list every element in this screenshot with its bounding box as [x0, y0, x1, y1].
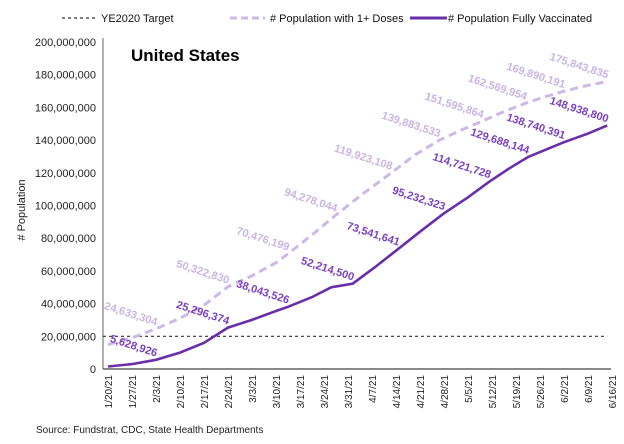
- chart-title: United States: [131, 46, 240, 65]
- y-tick-label: 120,000,000: [35, 168, 96, 180]
- series-doses-line: [107, 80, 608, 346]
- doses-data-label: 162,569,954: [466, 73, 529, 104]
- y-tick-label: 80,000,000: [41, 233, 96, 245]
- fully-data-label: 95,232,323: [391, 185, 447, 213]
- x-tick-label: 4/28/21: [440, 375, 451, 409]
- x-tick-label: 3/17/21: [296, 375, 307, 409]
- doses-data-label: 139,883,533: [380, 110, 442, 140]
- x-tick-label: 5/26/21: [536, 375, 547, 409]
- y-axis-ticks: 0 20,000,000 40,000,000 60,000,000 80,000,00…: [35, 37, 96, 376]
- y-tick-label: 180,000,000: [35, 70, 96, 82]
- x-tick-label: 5/19/21: [512, 375, 523, 409]
- x-tick-label: 3/3/21: [248, 375, 259, 403]
- series-fully-line: [107, 124, 608, 368]
- doses-data-label: 94,278,044: [283, 186, 340, 215]
- y-tick-label: 100,000,000: [35, 201, 96, 213]
- x-tick-label: 4/14/21: [392, 375, 403, 409]
- x-tick-label: 1/20/21: [104, 375, 115, 409]
- x-tick-label: 2/3/21: [152, 375, 163, 403]
- fully-data-label: 52,214,500: [300, 255, 356, 283]
- legend-fully-label: # Population Fully Vaccinated: [448, 13, 592, 25]
- x-tick-label: 6/9/21: [584, 375, 595, 403]
- x-tick-label: 5/12/21: [488, 375, 499, 409]
- y-axis-label: # Population: [16, 179, 28, 240]
- x-tick-label: 6/16/21: [608, 375, 619, 409]
- x-tick-label: 1/27/21: [128, 375, 139, 409]
- y-tick-label: 160,000,000: [35, 102, 96, 114]
- fully-data-label: 73,541,641: [345, 220, 401, 248]
- doses-data-label: 50,322,830: [175, 258, 231, 286]
- x-tick-label: 4/7/21: [368, 375, 379, 403]
- fully-data-label: 114,721,728: [431, 151, 492, 181]
- y-tick-label: 200,000,000: [35, 37, 96, 49]
- x-tick-label: 2/17/21: [200, 375, 211, 409]
- x-tick-label: 6/2/21: [560, 375, 571, 403]
- doses-data-label: 151,595,864: [423, 91, 486, 122]
- legend-target-label: YE2020 Target: [101, 13, 174, 25]
- legend-doses-label: # Population with 1+ Doses: [270, 13, 404, 25]
- fully-data-label: 148,938,800: [548, 95, 610, 125]
- y-tick-label: 20,000,000: [41, 331, 96, 343]
- x-tick-label: 2/10/21: [176, 375, 187, 409]
- doses-data-label: 24,633,304: [103, 300, 160, 329]
- doses-data-label: 70,476,199: [235, 225, 291, 253]
- x-tick-label: 3/10/21: [272, 375, 283, 409]
- fully-data-label: 129,688,144: [469, 126, 532, 157]
- legend: YE2020 Target # Population with 1+ Doses…: [62, 13, 592, 25]
- y-tick-label: 40,000,000: [41, 299, 96, 311]
- x-tick-label: 3/31/21: [344, 375, 355, 409]
- fully-data-label: 25,296,374: [175, 299, 232, 328]
- fully-data-label: 138,740,391: [505, 112, 567, 142]
- x-tick-label: 2/24/21: [224, 375, 235, 409]
- y-tick-label: 0: [90, 364, 96, 376]
- x-tick-label: 4/21/21: [416, 375, 427, 409]
- x-tick-label: 3/24/21: [320, 375, 331, 409]
- x-axis-ticks: 1/20/21 1/27/21 2/3/21 2/10/21 2/17/21 2/24/2…: [104, 375, 619, 409]
- fully-data-label: 38,043,526: [235, 278, 291, 306]
- doses-data-label: 119,923,108: [333, 143, 394, 173]
- y-tick-label: 60,000,000: [41, 266, 96, 278]
- source-note: Source: Fundstrat, CDC, State Health Dep…: [36, 425, 263, 436]
- x-tick-label: 5/5/21: [464, 375, 475, 403]
- y-tick-label: 140,000,000: [35, 135, 96, 147]
